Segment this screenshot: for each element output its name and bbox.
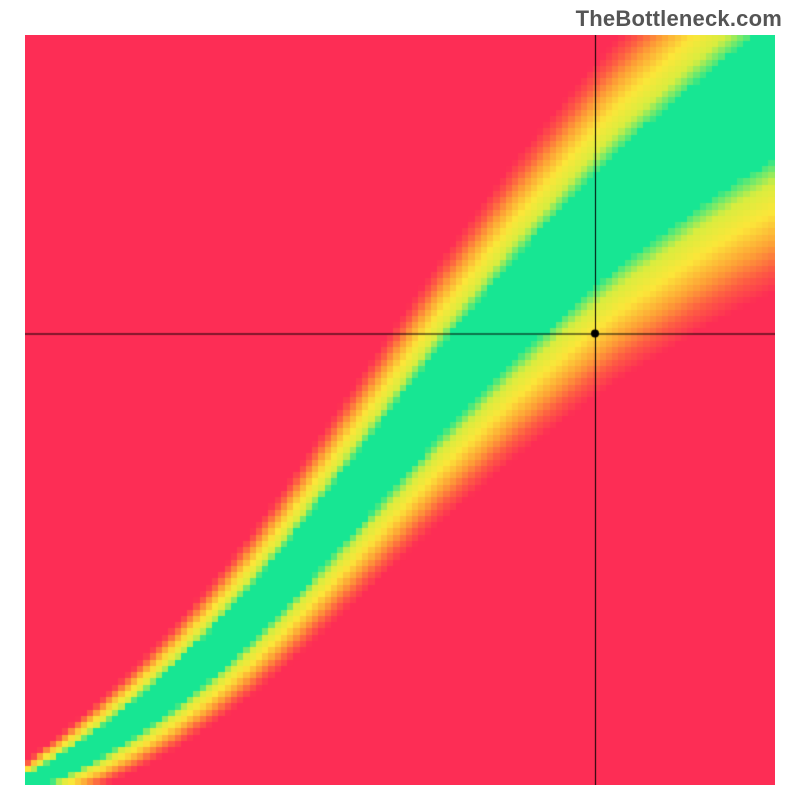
heatmap-canvas [25, 35, 775, 785]
watermark-text: TheBottleneck.com [576, 6, 782, 32]
chart-container: TheBottleneck.com [0, 0, 800, 800]
